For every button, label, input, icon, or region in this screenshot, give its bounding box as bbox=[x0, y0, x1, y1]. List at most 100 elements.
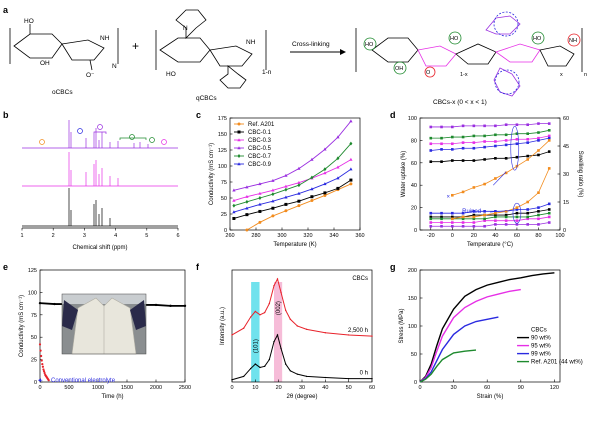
d-point bbox=[537, 139, 540, 142]
qcbc-structure bbox=[155, 9, 267, 89]
x-tick-label: 60 bbox=[514, 233, 520, 239]
d-point bbox=[461, 141, 465, 144]
c-point bbox=[245, 199, 249, 204]
g-series-line bbox=[419, 288, 521, 383]
x-tick-label: 500 bbox=[64, 385, 73, 391]
g-series-line bbox=[419, 272, 555, 383]
ocbc-ring bbox=[13, 33, 63, 59]
d-point bbox=[461, 224, 465, 228]
y-tick-label: 50 bbox=[221, 196, 227, 202]
e-annotation-arrowhead bbox=[38, 378, 41, 383]
y-tick-label: 80 bbox=[411, 138, 417, 144]
d-series-line bbox=[430, 212, 550, 220]
d-point bbox=[515, 142, 519, 146]
ocbc-n-sub: N bbox=[112, 63, 117, 70]
d-point bbox=[440, 160, 443, 163]
d-y-label: Water uptake (%) bbox=[401, 151, 407, 197]
d-point bbox=[504, 157, 508, 160]
d-plot-area: -20 0 20 40 60 80 100020406080100015304560Temp… bbox=[401, 116, 583, 248]
d-point bbox=[451, 224, 454, 228]
x-tick-label: 5 bbox=[145, 233, 148, 239]
c-point bbox=[284, 202, 288, 206]
c-point bbox=[258, 191, 262, 195]
d-point bbox=[537, 213, 540, 217]
product-ho-3: HO bbox=[533, 36, 542, 42]
d-point bbox=[440, 125, 443, 129]
green-oh-circle-3 bbox=[448, 31, 462, 45]
f-point bbox=[273, 284, 275, 287]
c-point bbox=[245, 194, 249, 198]
f-series-label: 2,500 h bbox=[348, 328, 368, 334]
plus-sign: + bbox=[132, 39, 139, 53]
x-tick-label: 60 bbox=[484, 385, 490, 391]
d-point bbox=[504, 171, 508, 175]
panel-g-chart: g 0 30 60 90 120 0 50 100 150 200 Strain (%) Stress… bbox=[390, 262, 583, 400]
d-point bbox=[504, 139, 508, 142]
d-point bbox=[483, 213, 486, 217]
d-point bbox=[461, 217, 465, 221]
d-series-line bbox=[452, 168, 550, 220]
y-tick-label: 50 bbox=[31, 335, 37, 341]
y-tick-label: 100 bbox=[408, 116, 417, 122]
product-name: CBCs-x (0 < x < 1) bbox=[433, 99, 487, 106]
ocbc-ring2 bbox=[61, 39, 105, 61]
f-point bbox=[263, 311, 266, 314]
x-tick-label: 0 bbox=[230, 385, 233, 391]
c-point bbox=[232, 188, 236, 192]
ocbc-ominus-label: O⁻ bbox=[86, 72, 95, 79]
f-ann-002: (002) bbox=[276, 301, 282, 315]
nmr-peak-markers bbox=[39, 124, 167, 145]
d-arrow-left bbox=[493, 171, 507, 186]
f-point bbox=[371, 377, 373, 380]
d-point bbox=[515, 208, 519, 211]
c-point bbox=[271, 178, 275, 182]
e-stable-point bbox=[169, 304, 172, 308]
panel-g-letter: g bbox=[390, 262, 396, 272]
d-point bbox=[537, 131, 540, 134]
f-point bbox=[273, 340, 275, 343]
d-point bbox=[494, 133, 497, 137]
d-point bbox=[526, 211, 529, 215]
c-point bbox=[336, 135, 340, 139]
d-series-line bbox=[452, 140, 550, 196]
c-point bbox=[271, 199, 275, 203]
panel-a-letter: a bbox=[3, 5, 9, 15]
d-series-line bbox=[430, 123, 550, 128]
d-point bbox=[494, 211, 497, 215]
d-point bbox=[429, 136, 433, 140]
c-series-line bbox=[233, 168, 352, 213]
e-frame bbox=[39, 269, 186, 383]
d-point bbox=[461, 135, 465, 139]
x-tick-label: 340 bbox=[329, 233, 338, 239]
d-point bbox=[515, 137, 519, 141]
e-decay-point bbox=[42, 368, 45, 371]
c-point bbox=[310, 157, 314, 161]
d-series-line bbox=[430, 129, 550, 139]
x-tick-label: 60 bbox=[369, 385, 375, 391]
d-point bbox=[515, 223, 519, 226]
d-point bbox=[547, 215, 551, 219]
product-sub-x: x bbox=[560, 72, 563, 78]
y-tick-label: 0 bbox=[224, 228, 227, 234]
x-tick-label: 1000 bbox=[92, 385, 104, 391]
e-stable-point bbox=[53, 302, 56, 306]
e-decay-point bbox=[47, 379, 50, 382]
f-point bbox=[249, 367, 252, 370]
green-oh-circle bbox=[363, 37, 377, 51]
c-point bbox=[336, 186, 340, 190]
f-ann-101: (101) bbox=[253, 339, 259, 353]
c-point bbox=[271, 206, 275, 210]
c-point bbox=[284, 209, 288, 213]
c-point bbox=[297, 183, 301, 188]
c-legend-marker bbox=[237, 162, 241, 166]
y2-tick-label: 15 bbox=[563, 200, 569, 206]
c-point bbox=[310, 199, 314, 203]
product-sub-1x: 1-x bbox=[460, 72, 468, 78]
x-tick-label: -20 bbox=[427, 233, 435, 239]
d-point bbox=[440, 217, 443, 221]
x-tick-label: 260 bbox=[225, 233, 234, 239]
d-point bbox=[440, 148, 443, 151]
y-tick-label: 150 bbox=[218, 132, 227, 138]
y-tick-label: 20 bbox=[411, 206, 417, 212]
